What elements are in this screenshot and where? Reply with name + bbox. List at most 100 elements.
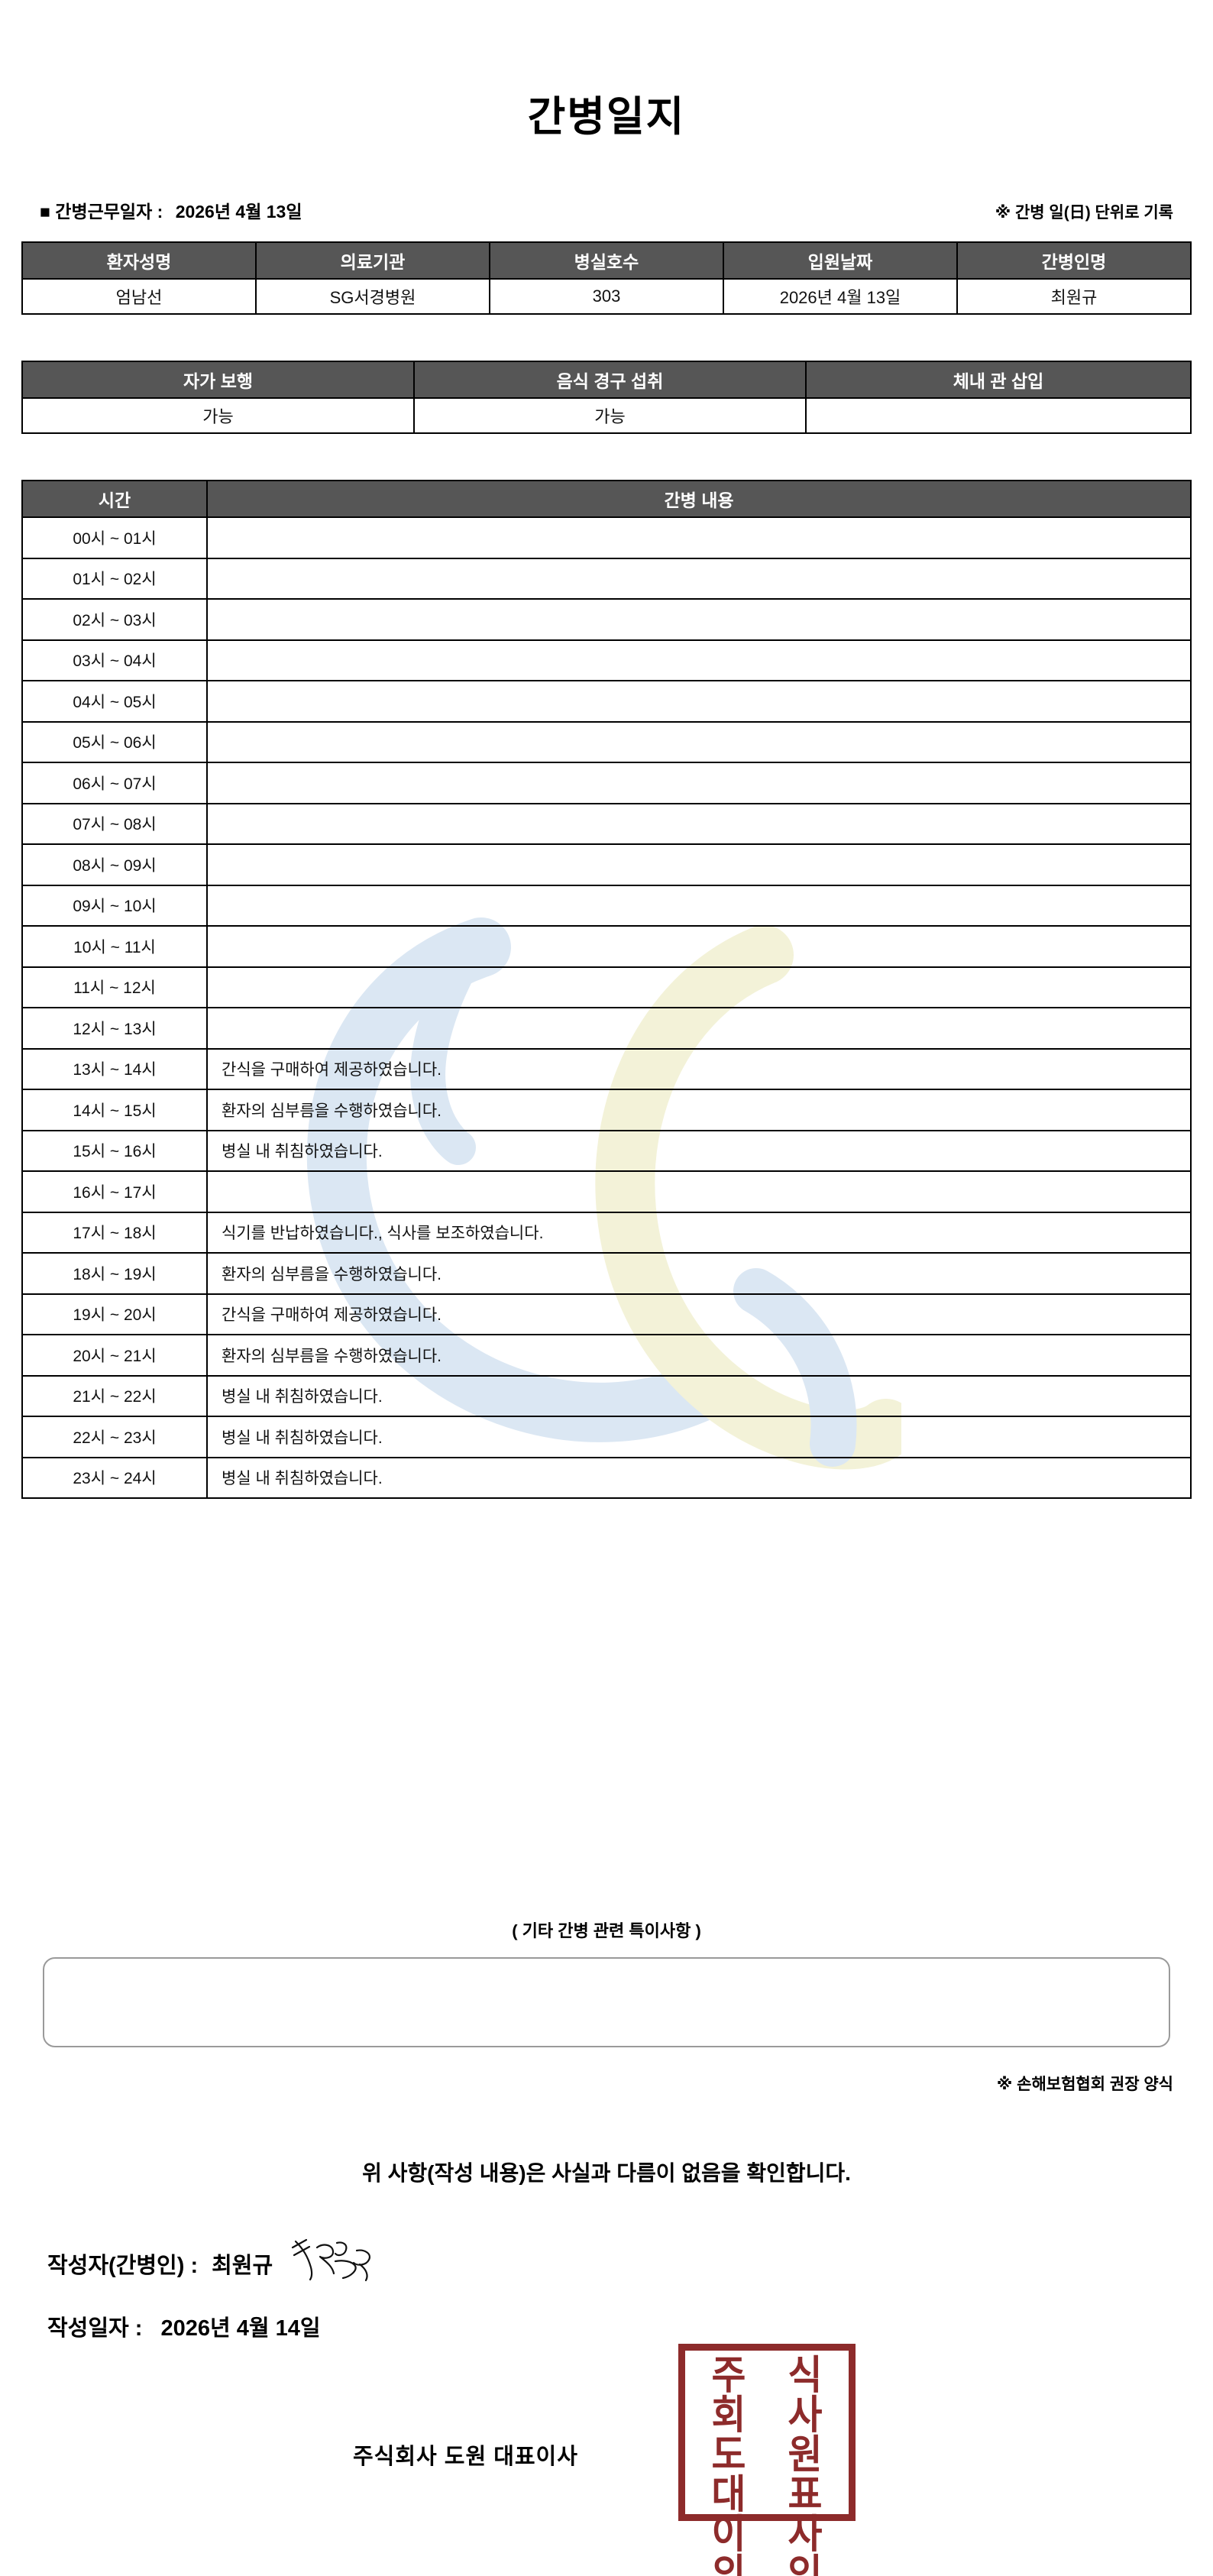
cell-care-content[interactable]: 환자의 심부름을 수행하였습니다. — [206, 1252, 1192, 1295]
cell-care-content[interactable] — [206, 762, 1192, 804]
writer-line: 작성자(간병인) : 최원규 — [47, 2238, 381, 2287]
table-row: 04시 ~ 05시 — [21, 680, 1192, 723]
cell-care-content[interactable]: 병실 내 취침하였습니다. — [206, 1374, 1192, 1417]
page-title: 간병일지 — [527, 94, 686, 140]
seal-character: 대 — [711, 2472, 746, 2518]
cell-time: 17시 ~ 18시 — [21, 1211, 208, 1254]
cell-care-content[interactable] — [206, 598, 1192, 641]
hourly-care-log-table: 시간 간병 내용 00시 ~ 01시 01시 ~ 02시 02시 ~ 03시 03시 … — [21, 480, 1192, 1499]
value-room-number: 303 — [489, 278, 724, 315]
cell-time: 10시 ~ 11시 — [21, 925, 208, 968]
cell-time: 09시 ~ 10시 — [21, 884, 208, 927]
table-header-row: 시간 간병 내용 — [21, 480, 1192, 518]
cell-time: 13시 ~ 14시 — [21, 1047, 208, 1090]
remarks-box[interactable] — [43, 1957, 1170, 2047]
seal-character: 인 — [788, 2552, 823, 2576]
table-row: 02시 ~ 03시 — [21, 598, 1192, 641]
table-row: 14시 ~ 15시 환자의 심부름을 수행하였습니다. — [21, 1089, 1192, 1131]
cell-time: 05시 ~ 06시 — [21, 720, 208, 763]
seal-character: 식 — [788, 2353, 823, 2399]
unit-note: ※ 간병 일(日) 단위로 기록 — [995, 204, 1173, 222]
table-row: 10시 ~ 11시 — [21, 925, 1192, 968]
cell-care-content[interactable]: 간식을 구매하여 제공하였습니다. — [206, 1047, 1192, 1090]
cell-time: 00시 ~ 01시 — [21, 516, 208, 559]
table-row: 00시 ~ 01시 — [21, 516, 1192, 559]
cell-care-content[interactable] — [206, 802, 1192, 845]
table-row: 11시 ~ 12시 — [21, 966, 1192, 1008]
cell-care-content[interactable] — [206, 925, 1192, 968]
table-row: 07시 ~ 08시 — [21, 802, 1192, 845]
cell-care-content[interactable] — [206, 680, 1192, 723]
writer-label: 작성자(간병인) : — [47, 2254, 199, 2278]
table-row: 22시 ~ 23시 병실 내 취침하였습니다. — [21, 1416, 1192, 1458]
cell-care-content[interactable]: 간식을 구매하여 제공하였습니다. — [206, 1293, 1192, 1335]
cell-time: 08시 ~ 09시 — [21, 843, 208, 886]
cell-care-content[interactable] — [206, 516, 1192, 559]
table-row: 05시 ~ 06시 — [21, 720, 1192, 763]
cell-care-content[interactable]: 병실 내 취침하였습니다. — [206, 1129, 1192, 1172]
cell-time: 14시 ~ 15시 — [21, 1089, 208, 1131]
table-row: 06시 ~ 07시 — [21, 762, 1192, 804]
table-header-row: 환자성명 의료기관 병실호수 입원날짜 간병인명 — [21, 241, 1192, 280]
cell-care-content[interactable] — [206, 843, 1192, 886]
work-date: ■ 간병근무일자 : 2026년 4월 13일 — [40, 197, 302, 223]
cell-time: 04시 ~ 05시 — [21, 680, 208, 723]
col-header-oral-intake: 음식 경구 섭취 — [413, 361, 807, 399]
col-header-room-number: 병실호수 — [489, 241, 724, 280]
cell-time: 22시 ~ 23시 — [21, 1416, 208, 1458]
table-row: 09시 ~ 10시 — [21, 884, 1192, 927]
table-row: 23시 ~ 24시 병실 내 취침하였습니다. — [21, 1456, 1192, 1499]
confirmation-statement: 위 사항(작성 내용)은 사실과 다름이 없음을 확인합니다. — [362, 2161, 851, 2185]
table-row: 16시 ~ 17시 — [21, 1170, 1192, 1213]
col-header-time: 시간 — [21, 480, 208, 518]
table-row: 13시 ~ 14시 간식을 구매하여 제공하였습니다. — [21, 1047, 1192, 1090]
value-internal-tube — [805, 397, 1192, 434]
value-oral-intake: 가능 — [413, 397, 807, 434]
table-row: 17시 ~ 18시 식기를 반납하였습니다., 식사를 보조하였습니다. — [21, 1211, 1192, 1254]
cell-time: 18시 ~ 19시 — [21, 1252, 208, 1295]
hourly-log-body: 00시 ~ 01시 01시 ~ 02시 02시 ~ 03시 03시 ~ 04시 04시 … — [21, 516, 1192, 1499]
meta-row: ■ 간병근무일자 : 2026년 4월 13일 ※ 간병 일(日) 단위로 기록 — [40, 197, 1173, 223]
table-row: 03시 ~ 04시 — [21, 639, 1192, 681]
cell-care-content[interactable]: 병실 내 취침하였습니다. — [206, 1416, 1192, 1458]
written-date-label: 작성일자 : — [47, 2316, 143, 2341]
cell-time: 12시 ~ 13시 — [21, 1007, 208, 1050]
cell-care-content[interactable] — [206, 639, 1192, 681]
patient-condition-table: 자가 보행 음식 경구 섭취 체내 관 삽입 가능 가능 — [21, 361, 1192, 434]
cell-time: 16시 ~ 17시 — [21, 1170, 208, 1213]
seal-character: 의 — [711, 2552, 746, 2576]
cell-care-content[interactable] — [206, 966, 1192, 1008]
table-row: 18시 ~ 19시 환자의 심부름을 수행하였습니다. — [21, 1252, 1192, 1295]
cell-time: 20시 ~ 21시 — [21, 1334, 208, 1377]
cell-care-content[interactable]: 식기를 반납하였습니다., 식사를 보조하였습니다. — [206, 1211, 1192, 1254]
value-admission-date: 2026년 4월 13일 — [723, 278, 958, 315]
seal-character: 표 — [788, 2472, 823, 2518]
col-header-internal-tube: 체내 관 삽입 — [805, 361, 1192, 399]
cell-care-content[interactable] — [206, 720, 1192, 763]
seal-character: 이 — [711, 2512, 746, 2558]
cell-care-content[interactable] — [206, 1170, 1192, 1213]
table-row: 20시 ~ 21시 환자의 심부름을 수행하였습니다. — [21, 1334, 1192, 1377]
written-date-value: 2026년 4월 14일 — [160, 2316, 321, 2341]
patient-info-table: 환자성명 의료기관 병실호수 입원날짜 간병인명 엄남선 SG서경병원 303 … — [21, 241, 1192, 315]
table-row: 15시 ~ 16시 병실 내 취침하였습니다. — [21, 1129, 1192, 1172]
cell-time: 03시 ~ 04시 — [21, 639, 208, 681]
table-row: 12시 ~ 13시 — [21, 1007, 1192, 1050]
seal-character: 원 — [788, 2432, 823, 2478]
cell-time: 07시 ~ 08시 — [21, 802, 208, 845]
cell-care-content[interactable] — [206, 1007, 1192, 1050]
company-representative-line: 주식회사 도원 대표이사 — [353, 2445, 578, 2469]
table-row: 가능 가능 — [21, 397, 1192, 434]
cell-care-content[interactable] — [206, 884, 1192, 927]
cell-care-content[interactable] — [206, 557, 1192, 600]
cell-care-content[interactable]: 환자의 심부름을 수행하였습니다. — [206, 1334, 1192, 1377]
cell-care-content[interactable]: 병실 내 취침하였습니다. — [206, 1456, 1192, 1499]
work-date-value: 2026년 4월 13일 — [175, 202, 302, 222]
cell-care-content[interactable]: 환자의 심부름을 수행하였습니다. — [206, 1089, 1192, 1131]
seal-character: 도 — [711, 2432, 746, 2478]
seal-character: 사 — [788, 2393, 823, 2438]
seal-character: 주 — [711, 2353, 746, 2399]
table-row: 08시 ~ 09시 — [21, 843, 1192, 886]
